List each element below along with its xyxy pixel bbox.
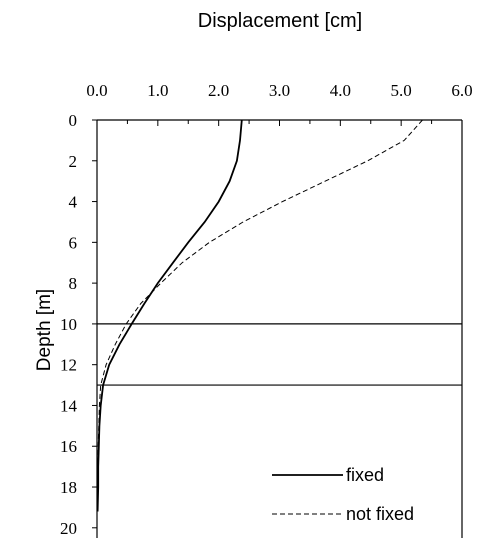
y-tick-label: 8: [69, 274, 78, 293]
series-line-not-fixed: [97, 119, 423, 512]
x-tick-label: 4.0: [330, 81, 351, 100]
y-tick-label: 18: [60, 478, 77, 497]
reference-lines: [97, 323, 462, 386]
legend-label-fixed: fixed: [346, 465, 384, 485]
y-tick-label: 14: [60, 396, 78, 415]
y-tick-label: 16: [60, 437, 77, 456]
legend: fixed not fixed: [272, 465, 414, 524]
axes: 0.0 1.0 2.0 3.0 4.0 5.0 6.0 0 2 4 6 8 10 12 14 16 18 20: [60, 81, 473, 538]
x-tick-label: 3.0: [269, 81, 290, 100]
x-tick-label: 0.0: [86, 81, 107, 100]
y-tick-label: 12: [60, 356, 77, 375]
y-tick-label: 10: [60, 315, 77, 334]
y-tick-label: 20: [60, 519, 77, 538]
chart-title: Displacement [cm]: [198, 10, 363, 32]
series-lines: [96, 119, 423, 512]
x-tick-label: 2.0: [208, 81, 229, 100]
series-line-fixed: [96, 119, 243, 512]
legend-label-not-fixed: not fixed: [346, 504, 414, 524]
y-tick-label: 0: [69, 111, 78, 130]
y-tick-label: 6: [69, 233, 78, 252]
y-tick-label: 2: [69, 152, 78, 171]
x-tick-label: 6.0: [451, 81, 472, 100]
y-tick-label: 4: [69, 193, 78, 212]
x-tick-label: 5.0: [391, 81, 412, 100]
y-axis-label: Depth [m]: [34, 289, 55, 371]
x-tick-label: 1.0: [147, 81, 168, 100]
